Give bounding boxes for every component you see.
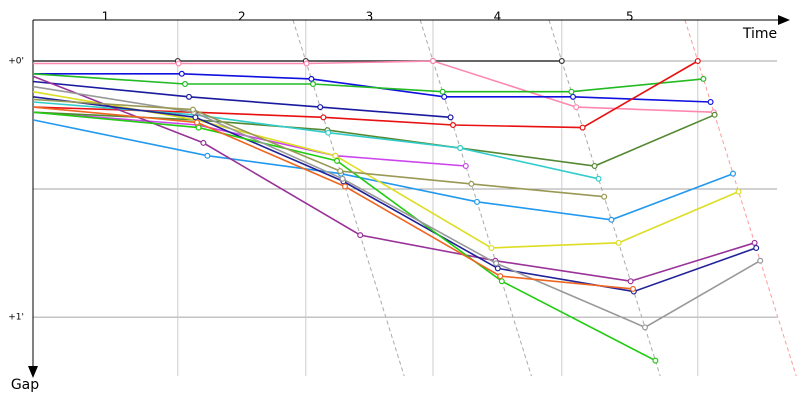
point — [178, 70, 185, 77]
point — [711, 111, 718, 118]
point — [192, 114, 199, 121]
point — [735, 188, 742, 195]
point — [498, 278, 505, 285]
x-axis-label: Time — [742, 26, 777, 42]
point — [332, 152, 339, 159]
point — [303, 60, 310, 67]
series-line — [33, 60, 714, 113]
point — [573, 104, 580, 111]
point — [462, 162, 469, 169]
lap-label: 5 — [626, 10, 634, 24]
point — [308, 75, 315, 82]
point — [325, 129, 332, 136]
series-line — [32, 96, 757, 293]
series-line — [32, 111, 715, 167]
point — [608, 216, 615, 223]
point — [182, 81, 189, 88]
point — [457, 145, 464, 152]
point — [357, 232, 364, 239]
series-line — [32, 60, 699, 129]
point — [334, 157, 341, 164]
point — [591, 162, 598, 169]
point — [439, 88, 446, 95]
point — [186, 93, 193, 100]
series-line — [32, 73, 704, 93]
point — [568, 88, 575, 95]
point — [569, 93, 576, 100]
point — [204, 152, 211, 159]
point — [757, 257, 764, 264]
series-line — [32, 106, 634, 290]
point — [615, 239, 622, 246]
point — [320, 114, 327, 121]
x-axis-arrow — [778, 15, 790, 25]
point — [430, 57, 437, 64]
point — [694, 57, 701, 64]
series-line — [32, 119, 734, 221]
y-tick-label: +1' — [8, 313, 24, 323]
lap-label: 1 — [102, 10, 110, 24]
series-line — [32, 98, 605, 198]
point — [652, 357, 659, 364]
point — [317, 104, 324, 111]
point — [175, 60, 182, 67]
y-axis-label: Gap — [11, 377, 39, 393]
point — [627, 278, 634, 285]
series-line — [32, 75, 755, 283]
point — [342, 183, 349, 190]
point — [579, 124, 586, 131]
point — [751, 239, 758, 246]
point — [190, 106, 197, 113]
point — [441, 93, 448, 100]
point — [601, 193, 608, 200]
lap-diagonal — [419, 19, 532, 377]
point — [753, 244, 760, 251]
point — [707, 98, 714, 105]
point — [629, 285, 636, 292]
lap-label: 2 — [238, 10, 246, 24]
point — [474, 198, 481, 205]
point — [200, 139, 207, 146]
point — [447, 114, 454, 121]
point — [493, 260, 500, 267]
point — [195, 124, 202, 131]
point — [700, 75, 707, 82]
point — [488, 244, 495, 251]
point — [558, 57, 565, 64]
point — [337, 168, 344, 175]
lap-label: 4 — [494, 10, 502, 24]
point — [497, 273, 504, 280]
point — [468, 180, 475, 187]
point — [450, 122, 457, 129]
series-line — [32, 80, 451, 119]
point — [310, 81, 317, 88]
y-tick-label: +0' — [8, 56, 24, 66]
point — [641, 324, 648, 331]
point — [729, 170, 736, 177]
point — [494, 265, 501, 272]
point — [339, 175, 346, 182]
point — [194, 119, 201, 126]
lap-diagonal — [684, 19, 797, 377]
lap-label: 3 — [366, 10, 374, 24]
lap-diagonal — [548, 19, 661, 377]
point — [595, 175, 602, 182]
series-line — [32, 90, 739, 249]
y-axis-arrow — [28, 366, 38, 378]
lap-diagonal — [292, 19, 405, 377]
